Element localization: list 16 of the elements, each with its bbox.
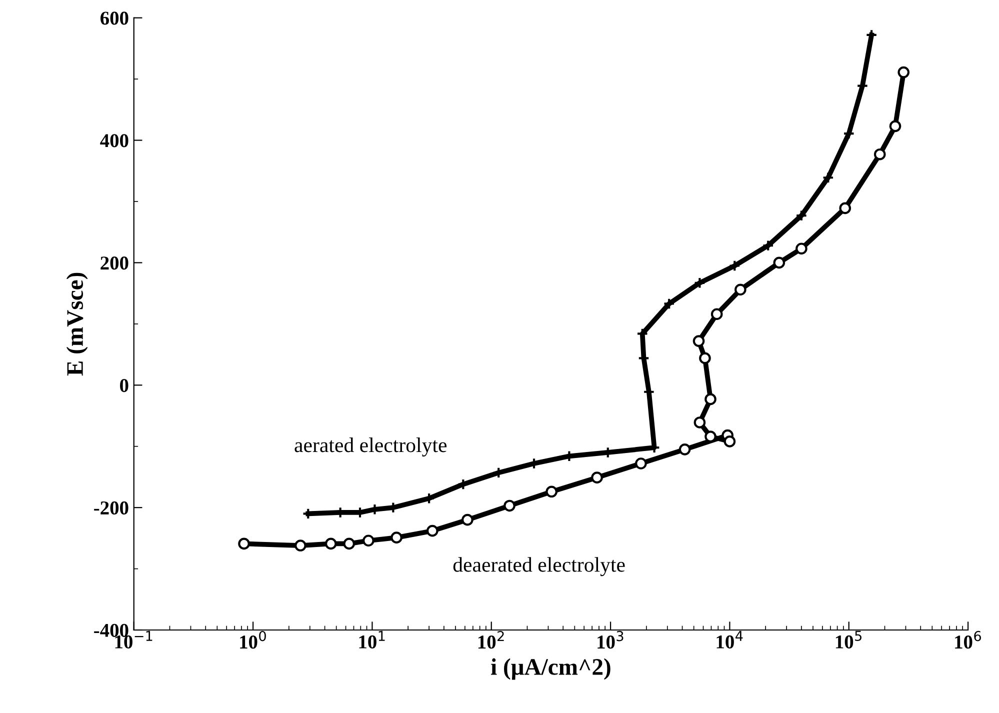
- x-tick-label: 10$^{1}$: [359, 630, 385, 648]
- y-axis-title: E (mVsce): [66, 272, 88, 376]
- x-axis-title: i (μA/cm^2): [491, 658, 610, 680]
- x-tick-label: 10$^{3}$: [598, 630, 624, 649]
- y-tick-label: 600: [100, 12, 128, 25]
- x-tick-label: 10$^{6}$: [955, 630, 981, 649]
- y-tick-label: 200: [100, 256, 128, 270]
- x-tick-label: 10$^{2}$: [478, 630, 504, 649]
- y-tick-label: 400: [100, 134, 128, 148]
- y-tick-label: -200: [94, 501, 128, 515]
- x-tick-label: 10$^{4}$: [716, 630, 743, 648]
- series-label: deaerated electrolyte: [453, 557, 625, 576]
- y-tick-label: 0: [120, 378, 128, 392]
- series-label: aerated electrolyte: [294, 438, 447, 456]
- x-tick-label: 10$^{0}$: [240, 630, 266, 649]
- x-tick-label: 10$^{5}$: [836, 630, 862, 648]
